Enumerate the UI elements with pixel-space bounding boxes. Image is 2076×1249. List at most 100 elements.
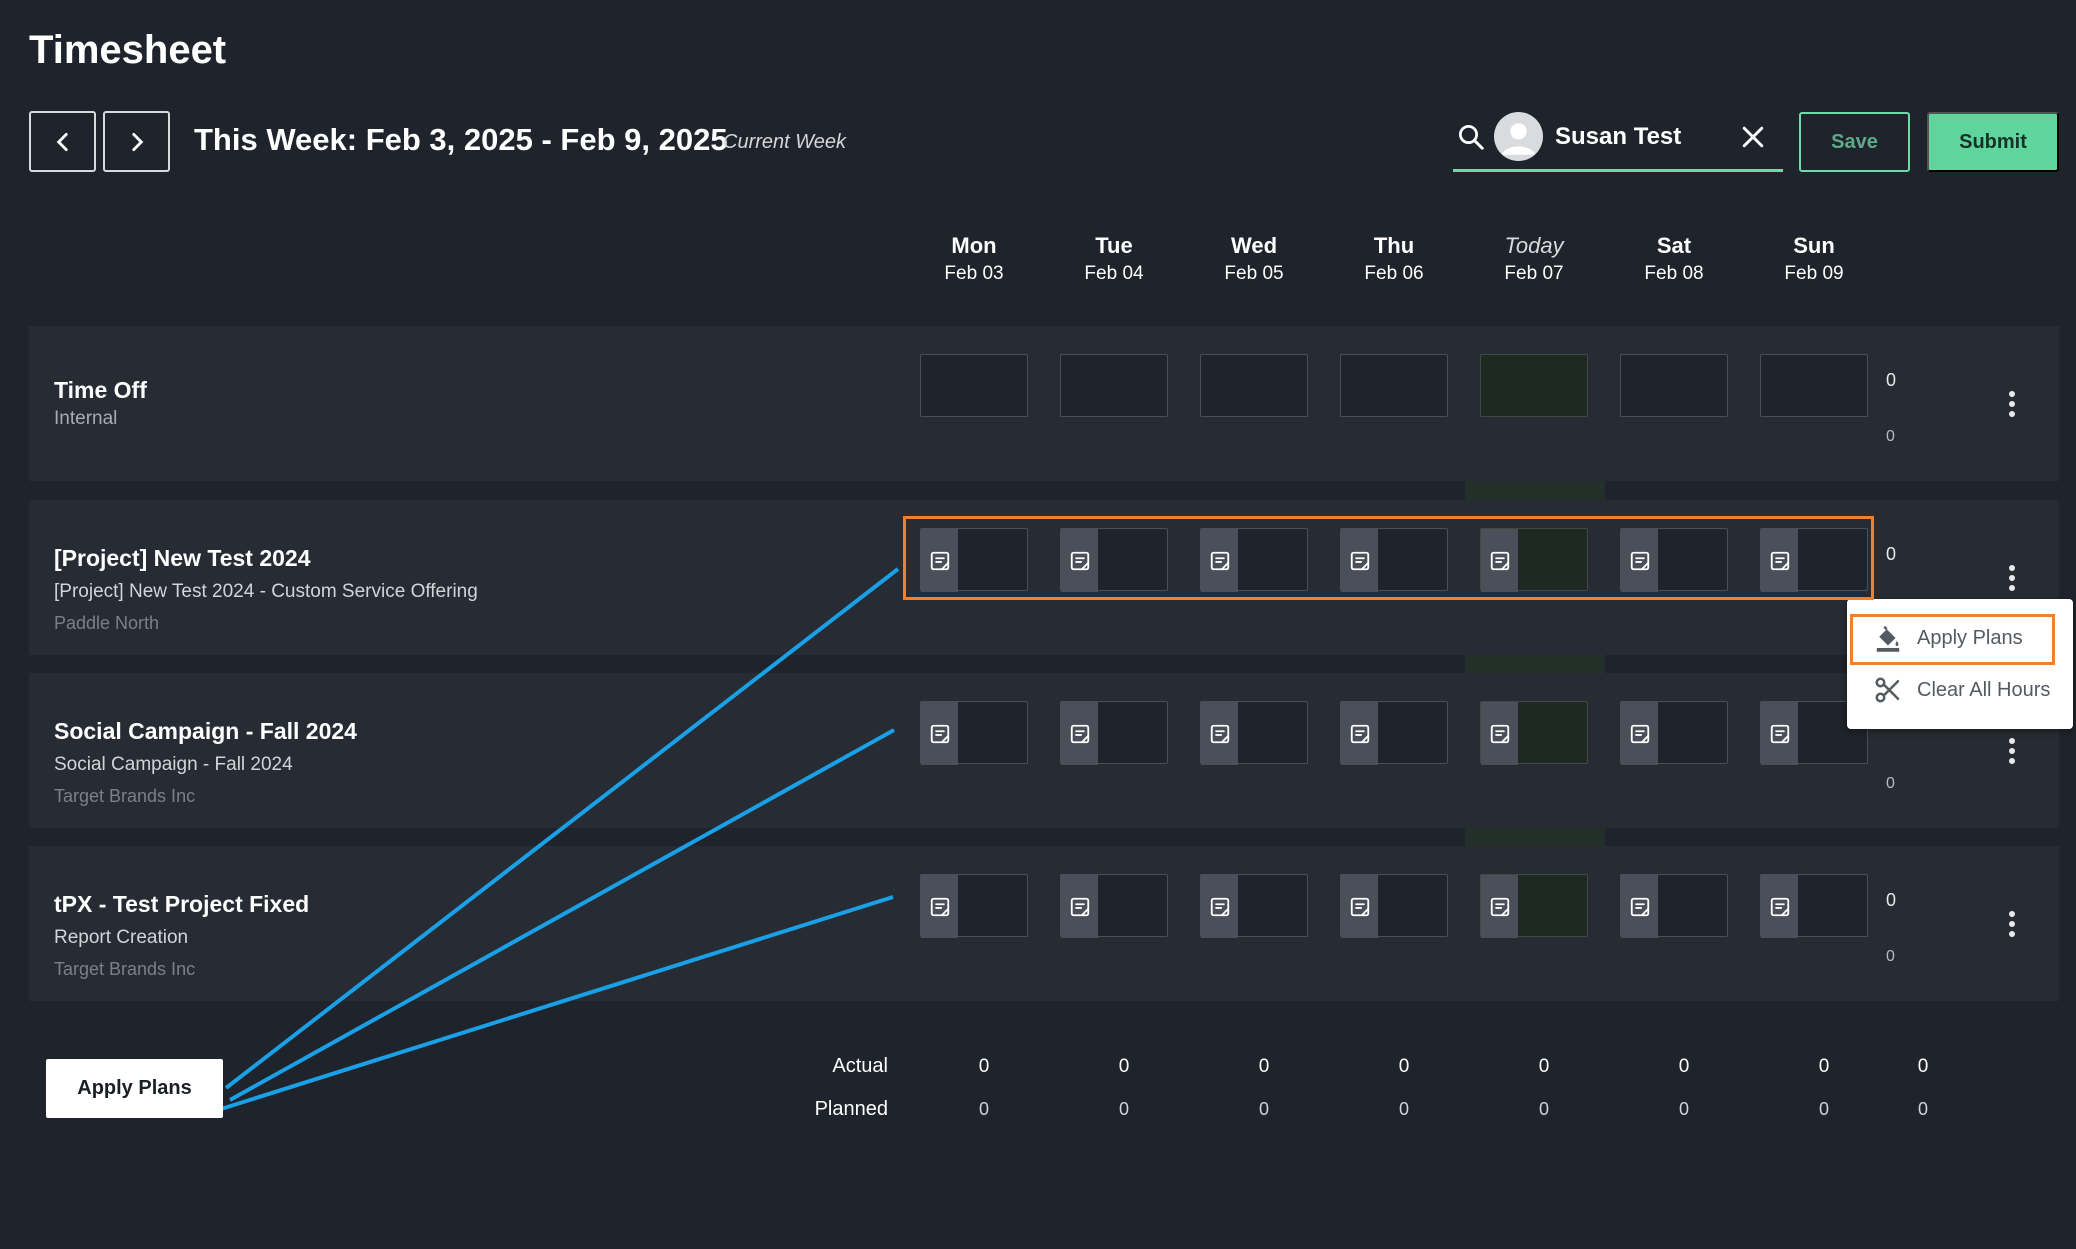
- previous-week-button[interactable]: [29, 111, 96, 172]
- hours-input[interactable]: [1760, 528, 1868, 592]
- note-button[interactable]: [1621, 529, 1658, 592]
- hours-input[interactable]: [1200, 354, 1308, 417]
- planned-total-value: 0: [1398, 1099, 1409, 1119]
- hours-input[interactable]: [1620, 701, 1728, 765]
- hours-input[interactable]: [1340, 354, 1448, 417]
- note-button[interactable]: [1061, 702, 1098, 765]
- actual-total-value: 0: [1538, 1056, 1550, 1077]
- avatar: [1494, 112, 1543, 161]
- planned-total-value: 0: [1818, 1099, 1829, 1119]
- day-name: Sat: [1656, 233, 1692, 258]
- note-icon: [930, 724, 949, 743]
- note-icon: [1770, 724, 1789, 743]
- hours-input[interactable]: [1480, 874, 1588, 938]
- planned-total-value: 0: [1118, 1099, 1129, 1119]
- note-button[interactable]: [1341, 702, 1378, 765]
- next-week-button[interactable]: [103, 111, 170, 172]
- note-button[interactable]: [921, 702, 958, 765]
- hours-input[interactable]: [1480, 354, 1588, 417]
- note-button[interactable]: [1621, 875, 1658, 938]
- hours-input[interactable]: [1620, 874, 1728, 938]
- planned-total-value: 0: [1678, 1099, 1689, 1119]
- planned-total-value: 0: [1258, 1099, 1269, 1119]
- hours-input[interactable]: [1620, 354, 1728, 417]
- note-icon: [1630, 724, 1649, 743]
- note-button[interactable]: [1061, 875, 1098, 938]
- hours-input[interactable]: [1480, 528, 1588, 592]
- note-button[interactable]: [921, 875, 958, 938]
- close-icon[interactable]: [1738, 122, 1768, 152]
- hours-input[interactable]: [920, 354, 1028, 417]
- actual-label: Actual: [832, 1055, 888, 1077]
- actual-total-value: 0: [1917, 1056, 1929, 1077]
- day-date: Feb 05: [1224, 263, 1284, 284]
- day-header: Today Feb 07: [1464, 233, 1604, 285]
- note-icon: [930, 897, 949, 916]
- note-button[interactable]: [1621, 702, 1658, 765]
- submit-button[interactable]: Submit: [1927, 112, 2059, 172]
- hours-input[interactable]: [1060, 874, 1168, 938]
- hours-input[interactable]: [1060, 528, 1168, 592]
- hours-input[interactable]: [1760, 874, 1868, 938]
- save-button[interactable]: Save: [1799, 112, 1910, 172]
- hours-input[interactable]: [1060, 701, 1168, 765]
- page-title: Timesheet: [29, 28, 227, 72]
- hours-input[interactable]: [1060, 354, 1168, 417]
- hours-input[interactable]: [920, 528, 1028, 592]
- day-date: Feb 06: [1364, 263, 1424, 284]
- current-week-link[interactable]: Current Week: [723, 131, 847, 153]
- day-name: Wed: [1230, 233, 1278, 258]
- hours-input[interactable]: [1200, 701, 1308, 765]
- more-vert-icon[interactable]: [2002, 389, 2022, 419]
- day-name: Today: [1504, 233, 1564, 258]
- apply-plans-menu-item[interactable]: Apply Plans: [1847, 612, 2073, 664]
- clear-all-hours-menu-item[interactable]: Clear All Hours: [1847, 664, 2073, 716]
- more-vert-icon[interactable]: [2002, 909, 2022, 939]
- row-client: Internal: [54, 408, 118, 429]
- hours-input[interactable]: [1340, 701, 1448, 765]
- day-name: Tue: [1095, 233, 1133, 258]
- note-button[interactable]: [1761, 875, 1798, 938]
- note-button[interactable]: [1481, 875, 1518, 938]
- note-button[interactable]: [1061, 529, 1098, 592]
- row-title: Time Off: [54, 377, 147, 403]
- hours-input[interactable]: [1200, 528, 1308, 592]
- actual-total-value: 0: [1398, 1056, 1410, 1077]
- day-date: Feb 09: [1784, 263, 1844, 284]
- hours-input[interactable]: [1340, 528, 1448, 592]
- day-date: Feb 08: [1644, 263, 1704, 284]
- note-button[interactable]: [1481, 529, 1518, 592]
- hours-input[interactable]: [1200, 874, 1308, 938]
- note-button[interactable]: [921, 529, 958, 592]
- note-button[interactable]: [1201, 702, 1238, 765]
- more-vert-icon[interactable]: [2002, 736, 2022, 766]
- more-vert-icon[interactable]: [2002, 563, 2022, 593]
- day-name: Thu: [1373, 233, 1415, 258]
- hours-input[interactable]: [920, 874, 1028, 938]
- day-name: Mon: [951, 233, 997, 258]
- day-name: Sun: [1793, 233, 1835, 258]
- note-button[interactable]: [1481, 702, 1518, 765]
- hours-input[interactable]: [1760, 354, 1868, 417]
- planned-total-value: 0: [978, 1099, 989, 1119]
- note-button[interactable]: [1201, 529, 1238, 592]
- row-total-actual: 0: [1886, 890, 1897, 910]
- note-button[interactable]: [1341, 875, 1378, 938]
- row-title: Social Campaign - Fall 2024: [54, 718, 357, 744]
- note-button[interactable]: [1761, 529, 1798, 592]
- note-button[interactable]: [1341, 529, 1378, 592]
- hours-input[interactable]: [1340, 874, 1448, 938]
- hours-input[interactable]: [1620, 528, 1728, 592]
- clear-all-hours-menu-label: Clear All Hours: [1917, 678, 2051, 701]
- hours-input[interactable]: [1760, 701, 1868, 765]
- note-icon: [1350, 724, 1369, 743]
- row-client: Target Brands Inc: [54, 959, 196, 979]
- hours-input[interactable]: [920, 701, 1028, 765]
- note-icon: [1350, 551, 1369, 570]
- note-button[interactable]: [1201, 875, 1238, 938]
- note-icon: [1490, 897, 1509, 916]
- hours-input[interactable]: [1480, 701, 1588, 765]
- user-search-field[interactable]: [1453, 108, 1783, 172]
- apply-plans-callout-button[interactable]: Apply Plans: [46, 1059, 223, 1118]
- note-button[interactable]: [1761, 702, 1798, 765]
